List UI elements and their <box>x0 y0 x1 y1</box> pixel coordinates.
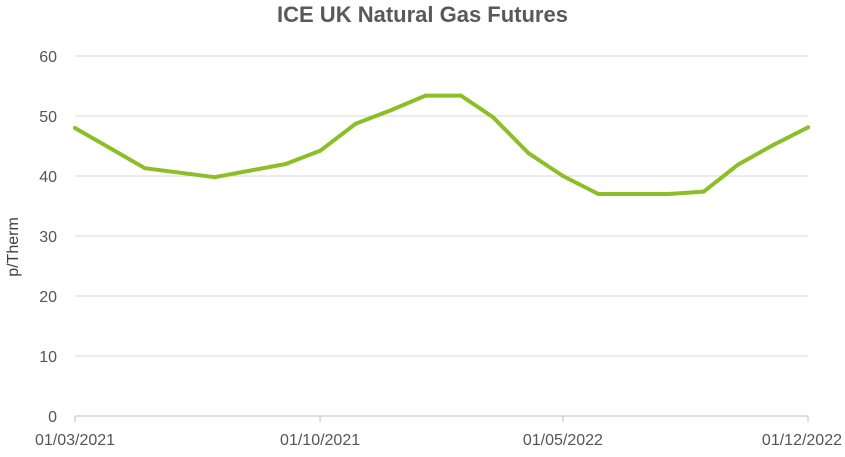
series-line <box>73 93 810 196</box>
data-point <box>491 115 496 120</box>
data-point <box>666 192 671 196</box>
data-point <box>318 148 323 153</box>
data-point <box>596 192 601 196</box>
y-tick-label: 30 <box>39 229 57 246</box>
data-point <box>526 151 531 156</box>
data-point <box>212 175 217 180</box>
data-point <box>142 166 147 171</box>
y-tick-label: 60 <box>39 49 57 66</box>
data-point <box>630 192 635 196</box>
data-point <box>423 93 428 98</box>
chart-title: ICE UK Natural Gas Futures <box>277 2 568 27</box>
data-point <box>387 108 392 113</box>
data-point <box>560 174 565 178</box>
x-tick-label: 01/10/2021 <box>280 432 360 449</box>
data-point <box>771 142 776 147</box>
x-tick-label: 01/12/2022 <box>762 432 842 449</box>
y-tick-label: 10 <box>39 349 57 366</box>
x-tick-label: 01/03/2021 <box>35 432 115 449</box>
data-point <box>73 126 77 130</box>
data-point <box>806 125 810 130</box>
data-point <box>283 162 288 166</box>
y-tick-label: 50 <box>39 109 57 126</box>
y-tick-label: 0 <box>48 409 57 426</box>
data-point <box>353 121 358 126</box>
data-point <box>701 189 706 194</box>
y-tick-label: 20 <box>39 289 57 306</box>
y-tick-label: 40 <box>39 169 57 186</box>
data-point <box>458 93 463 98</box>
x-tick-label: 01/05/2022 <box>523 432 603 449</box>
data-point <box>736 162 741 167</box>
